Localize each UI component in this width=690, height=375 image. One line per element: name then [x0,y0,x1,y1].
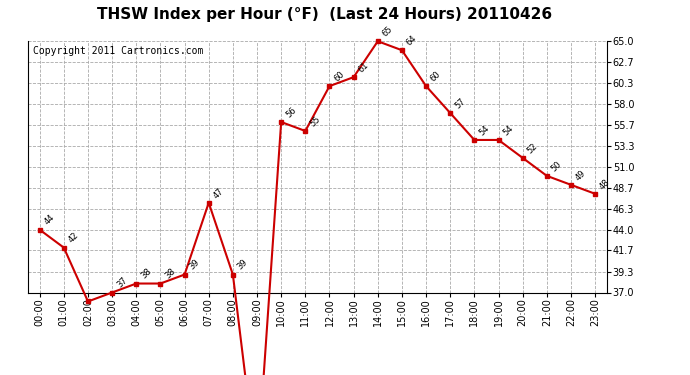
Text: 61: 61 [357,60,371,74]
Text: Copyright 2011 Cartronics.com: Copyright 2011 Cartronics.com [33,46,204,56]
Text: 49: 49 [574,168,588,182]
Text: 50: 50 [550,159,564,173]
Text: THSW Index per Hour (°F)  (Last 24 Hours) 20110426: THSW Index per Hour (°F) (Last 24 Hours)… [97,8,552,22]
Text: 60: 60 [333,69,346,83]
Text: 36: 36 [0,374,1,375]
Text: 55: 55 [308,114,322,128]
Text: 38: 38 [139,267,153,281]
Text: 42: 42 [67,231,81,245]
Text: 64: 64 [405,34,419,48]
Text: 44: 44 [43,213,57,227]
Text: 48: 48 [598,177,612,191]
Text: 65: 65 [381,25,395,39]
Text: 56: 56 [284,105,298,119]
Text: 37: 37 [115,276,129,290]
Text: 38: 38 [164,267,177,281]
Text: 57: 57 [453,96,467,110]
Text: 54: 54 [477,123,491,137]
Text: 39: 39 [188,258,201,272]
Text: 52: 52 [526,141,540,155]
Text: 17: 17 [0,374,1,375]
Text: 47: 47 [212,186,226,200]
Text: 39: 39 [236,258,250,272]
Text: 60: 60 [429,69,443,83]
Text: 54: 54 [502,123,515,137]
